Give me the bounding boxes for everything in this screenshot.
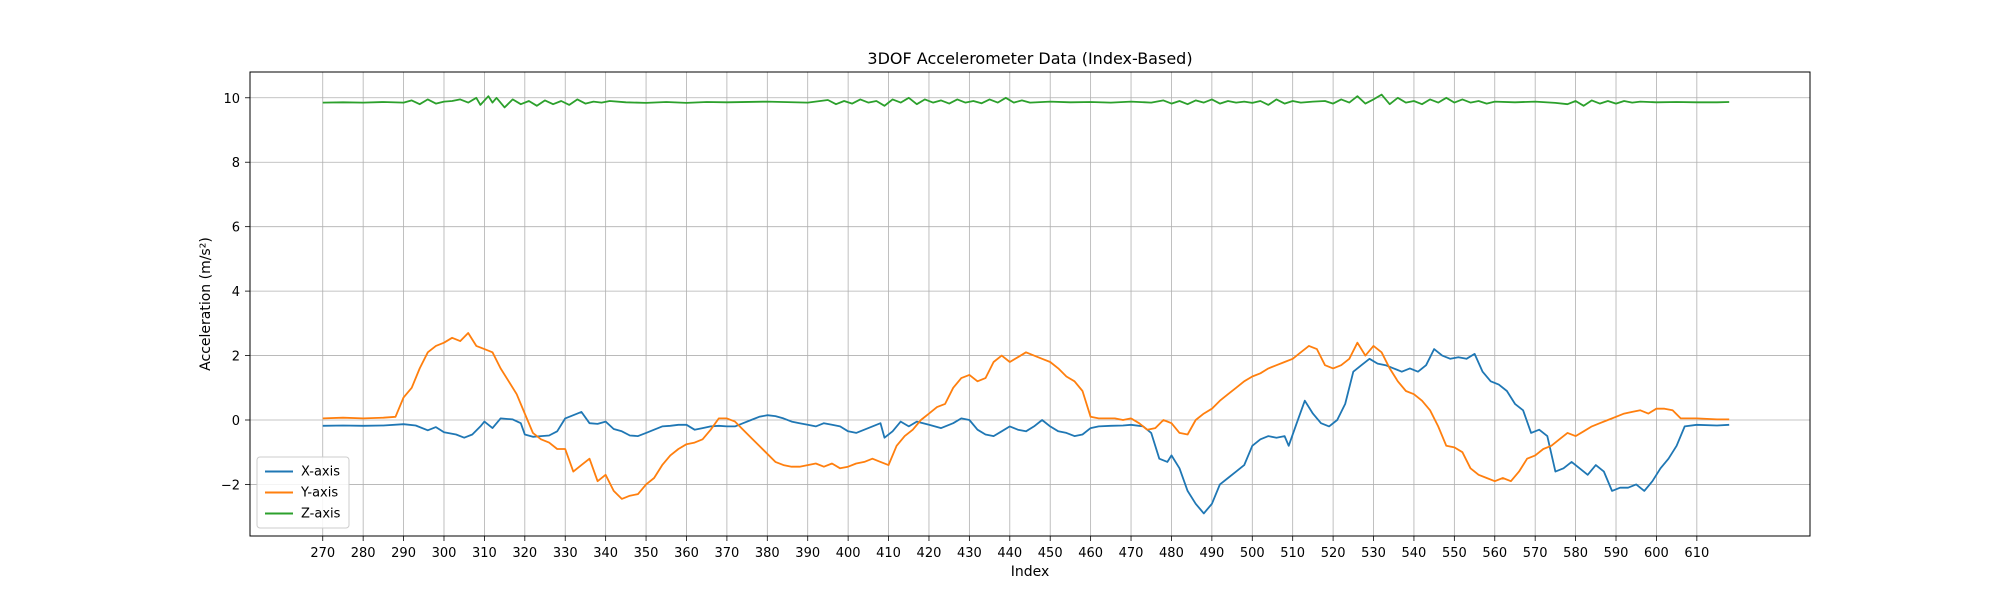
plot-frame [249, 71, 1811, 537]
x-tick-label: 480 [1159, 546, 1184, 561]
series-line-z-axis [322, 93, 1730, 109]
x-tick-label: 430 [957, 546, 982, 561]
legend-label: Y-axis [300, 486, 338, 501]
y-tick-label: 0 [232, 414, 240, 429]
y-tick-label: 4 [232, 285, 240, 300]
y-tick-label: 2 [232, 350, 240, 365]
x-tick-label: 410 [876, 546, 901, 561]
x-tick-label: 470 [1119, 546, 1144, 561]
x-tick-label: 290 [391, 546, 416, 561]
series-line-y-axis [322, 332, 1730, 500]
x-tick-label: 440 [997, 546, 1022, 561]
legend-label: Z-axis [301, 507, 341, 522]
y-axis-title: Acceleration (m/s²) [198, 237, 214, 371]
series-line-x-axis [322, 348, 1730, 515]
x-tick-label: 540 [1402, 546, 1427, 561]
x-tick-label: 530 [1361, 546, 1386, 561]
x-tick-label: 490 [1199, 546, 1224, 561]
axis-ticks: 270 280 290 300 310 320 330 340 350 360 370 380 390 4… [221, 92, 1709, 561]
x-tick-label: 320 [512, 546, 537, 561]
grid [250, 72, 1810, 536]
x-tick-label: 570 [1523, 546, 1548, 561]
chart-title: 3DOF Accelerometer Data (Index-Based) [867, 49, 1192, 68]
x-tick-label: 590 [1604, 546, 1629, 561]
x-tick-label: 420 [917, 546, 942, 561]
x-tick-label: 450 [1038, 546, 1063, 561]
y-tick-label: 8 [232, 156, 240, 171]
y-tick-label: 10 [223, 92, 240, 107]
x-tick-label: 270 [310, 546, 335, 561]
x-tick-label: 390 [795, 546, 820, 561]
x-axis-title: Index [1011, 564, 1050, 580]
x-tick-label: 580 [1563, 546, 1588, 561]
x-tick-label: 370 [714, 546, 739, 561]
x-tick-label: 310 [472, 546, 497, 561]
x-tick-label: 350 [634, 546, 659, 561]
x-tick-label: 330 [553, 546, 578, 561]
x-tick-label: 300 [432, 546, 457, 561]
y-tick-label: −2 [221, 478, 240, 493]
x-tick-label: 560 [1482, 546, 1507, 561]
x-tick-label: 280 [351, 546, 376, 561]
legend-label: X-axis [301, 465, 340, 480]
legend-box [256, 456, 350, 529]
legend: X-axis Y-axis Z-axis [256, 456, 350, 529]
x-tick-label: 360 [674, 546, 699, 561]
x-tick-label: 500 [1240, 546, 1265, 561]
y-tick-label: 6 [232, 221, 240, 236]
x-tick-label: 380 [755, 546, 780, 561]
x-tick-label: 600 [1644, 546, 1669, 561]
x-tick-label: 610 [1684, 546, 1709, 561]
series-lines [322, 93, 1730, 515]
x-tick-label: 520 [1321, 546, 1346, 561]
x-tick-label: 510 [1280, 546, 1305, 561]
x-tick-label: 550 [1442, 546, 1467, 561]
x-tick-label: 340 [593, 546, 618, 561]
x-tick-label: 400 [836, 546, 861, 561]
x-tick-label: 460 [1078, 546, 1103, 561]
